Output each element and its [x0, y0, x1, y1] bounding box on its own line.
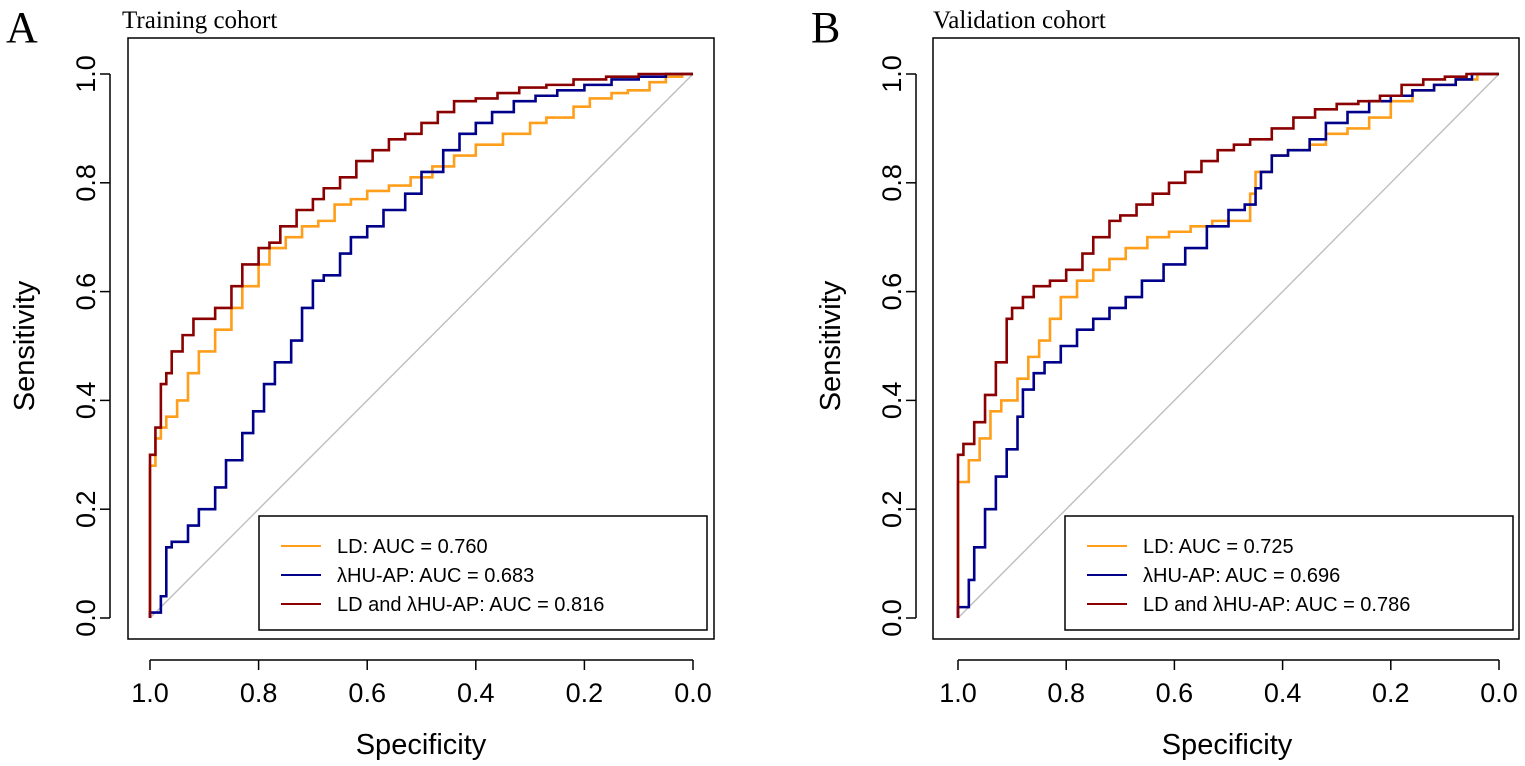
x-tick-label-a: 0.8 — [240, 678, 278, 708]
y-tick-label-a: 0.0 — [71, 599, 101, 637]
legend-label-b-3: LD and λHU-AP: AUC = 0.786 — [1143, 594, 1410, 616]
roc-curves-a — [148, 72, 693, 618]
x-axis-title-a: Specificity — [356, 729, 487, 761]
roc-curve-a-1 — [148, 72, 693, 618]
legend-label-a-1: LD: AUC = 0.760 — [337, 536, 488, 558]
y-tick-label-b: 0.4 — [877, 382, 907, 420]
y-tick-label-b: 0.8 — [877, 164, 907, 202]
legend-box-a — [258, 515, 708, 631]
y-axis-title-a: Sensitivity — [9, 280, 41, 411]
panel-title-a: Training cohort — [122, 7, 277, 34]
legend-box-b — [1064, 515, 1514, 631]
panel-letter-b: B — [811, 3, 840, 52]
x-tick-label-a: 0.4 — [457, 678, 495, 708]
x-tick-label-a: 0.0 — [674, 678, 712, 708]
y-tick-label-a: 0.8 — [71, 164, 101, 202]
legend-label-a-3: LD and λHU-AP: AUC = 0.816 — [337, 594, 604, 616]
roc-curves-b — [956, 72, 1499, 618]
diagonal-line-a — [149, 73, 694, 619]
y-tick-label-b: 0.0 — [877, 599, 907, 637]
x-axis-a: 1.0 0.8 0.6 0.4 0.2 0.0 — [131, 659, 712, 708]
y-tick-label-a: 0.2 — [71, 490, 101, 528]
x-tick-label-a: 1.0 — [131, 678, 169, 708]
x-axis-title-b: Specificity — [1162, 729, 1293, 761]
legend-b: LD: AUC = 0.725 λHU-AP: AUC = 0.696 LD and… — [1064, 515, 1514, 631]
y-tick-label-a: 1.0 — [71, 55, 101, 93]
panel-b-validation: B Validation cohort 1.0 0.8 0.6 0.4 0.2 0.0 0… — [811, 3, 1520, 761]
reference-diagonal-b — [957, 73, 1500, 619]
x-tick-label-b: 0.4 — [1264, 678, 1302, 708]
y-tick-label-b: 0.2 — [877, 490, 907, 528]
y-axis-a: 0.0 0.2 0.4 0.6 0.8 1.0 — [71, 55, 111, 637]
x-tick-label-b: 0.2 — [1372, 678, 1410, 708]
y-axis-b: 0.0 0.2 0.4 0.6 0.8 1.0 — [877, 55, 917, 637]
legend-label-b-1: LD: AUC = 0.725 — [1143, 536, 1294, 558]
legend-label-b-2: λHU-AP: AUC = 0.696 — [1143, 565, 1340, 587]
panel-title-b: Validation cohort — [933, 7, 1106, 34]
roc-curve-a-2 — [148, 72, 693, 618]
roc-curve-a-3 — [148, 72, 693, 618]
reference-diagonal-a — [149, 73, 694, 619]
plot-frame-a — [127, 37, 715, 640]
legend-label-a-2: λHU-AP: AUC = 0.683 — [337, 565, 534, 587]
x-tick-label-b: 1.0 — [939, 678, 977, 708]
x-tick-label-a: 0.2 — [566, 678, 604, 708]
roc-curve-b-2 — [956, 72, 1499, 618]
panel-letter-a: A — [6, 3, 38, 52]
y-tick-label-a: 0.4 — [71, 382, 101, 420]
roc-curve-b-3 — [956, 72, 1499, 618]
panel-a-training: A Training cohort 1.0 0.8 0.6 0.4 0.2 0.0 0.0… — [6, 3, 715, 761]
x-tick-label-b: 0.0 — [1480, 678, 1518, 708]
diagonal-line-b — [957, 73, 1500, 619]
x-tick-label-b: 0.6 — [1156, 678, 1194, 708]
y-tick-label-b: 1.0 — [877, 55, 907, 93]
legend-a: LD: AUC = 0.760 λHU-AP: AUC = 0.683 LD and… — [258, 515, 708, 631]
y-tick-label-a: 0.6 — [71, 273, 101, 311]
x-axis-b: 1.0 0.8 0.6 0.4 0.2 0.0 — [939, 659, 1518, 708]
plot-frame-b — [932, 37, 1520, 640]
x-tick-label-b: 0.8 — [1047, 678, 1085, 708]
y-tick-label-b: 0.6 — [877, 273, 907, 311]
y-axis-title-b: Sensitivity — [815, 280, 847, 411]
roc-curve-b-1 — [956, 72, 1499, 618]
x-tick-label-a: 0.6 — [348, 678, 386, 708]
